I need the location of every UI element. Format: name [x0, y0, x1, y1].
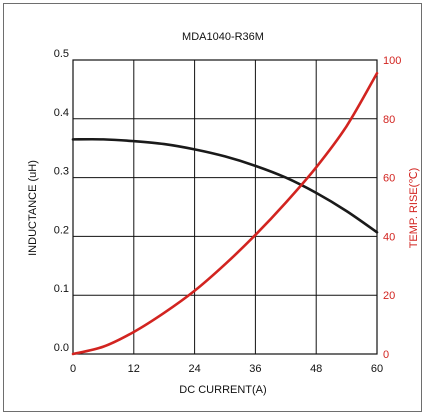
y-left-tick-label: 0.5	[54, 48, 69, 60]
y-left-tick-label: 0.3	[54, 166, 69, 178]
y-right-tick-label: 0	[383, 349, 389, 361]
x-tick-label: 24	[188, 363, 200, 375]
grid	[73, 60, 377, 354]
y-right-tick-label: 60	[383, 173, 395, 185]
inductance-curve	[71, 137, 379, 234]
y-left-axis-label: INDUCTANCE (uH)	[27, 160, 39, 256]
x-tick-label: 48	[310, 363, 322, 375]
x-tick-label: 0	[70, 363, 76, 375]
y-right-tick-label: 100	[383, 55, 401, 67]
y-right-tick-label: 80	[383, 114, 395, 126]
x-tick-label: 60	[371, 363, 383, 375]
x-tick-label: 36	[249, 363, 261, 375]
y-right-tick-labels: 0 20 40 60 80 100	[383, 55, 401, 361]
y-right-axis-label: TEMP. RISE(℃)	[408, 168, 420, 249]
y-right-tick-label: 20	[383, 290, 395, 302]
x-axis-label: DC CURRENT(A)	[179, 384, 266, 396]
chart-title: MDA1040-R36M	[182, 31, 264, 43]
y-left-tick-label: 0.4	[54, 107, 69, 119]
y-left-tick-label: 0.2	[54, 224, 69, 236]
x-tick-labels: 0 12 24 36 48 60	[70, 363, 383, 375]
temp-rise-curve	[71, 71, 379, 356]
y-left-tick-labels: 0.0 0.1 0.2 0.3 0.4 0.5	[54, 48, 69, 354]
x-tick-label: 12	[128, 363, 140, 375]
plot-area	[72, 59, 378, 355]
y-left-tick-label: 0.1	[54, 283, 69, 295]
y-left-tick-label: 0.0	[54, 342, 69, 354]
y-right-tick-label: 40	[383, 231, 395, 243]
